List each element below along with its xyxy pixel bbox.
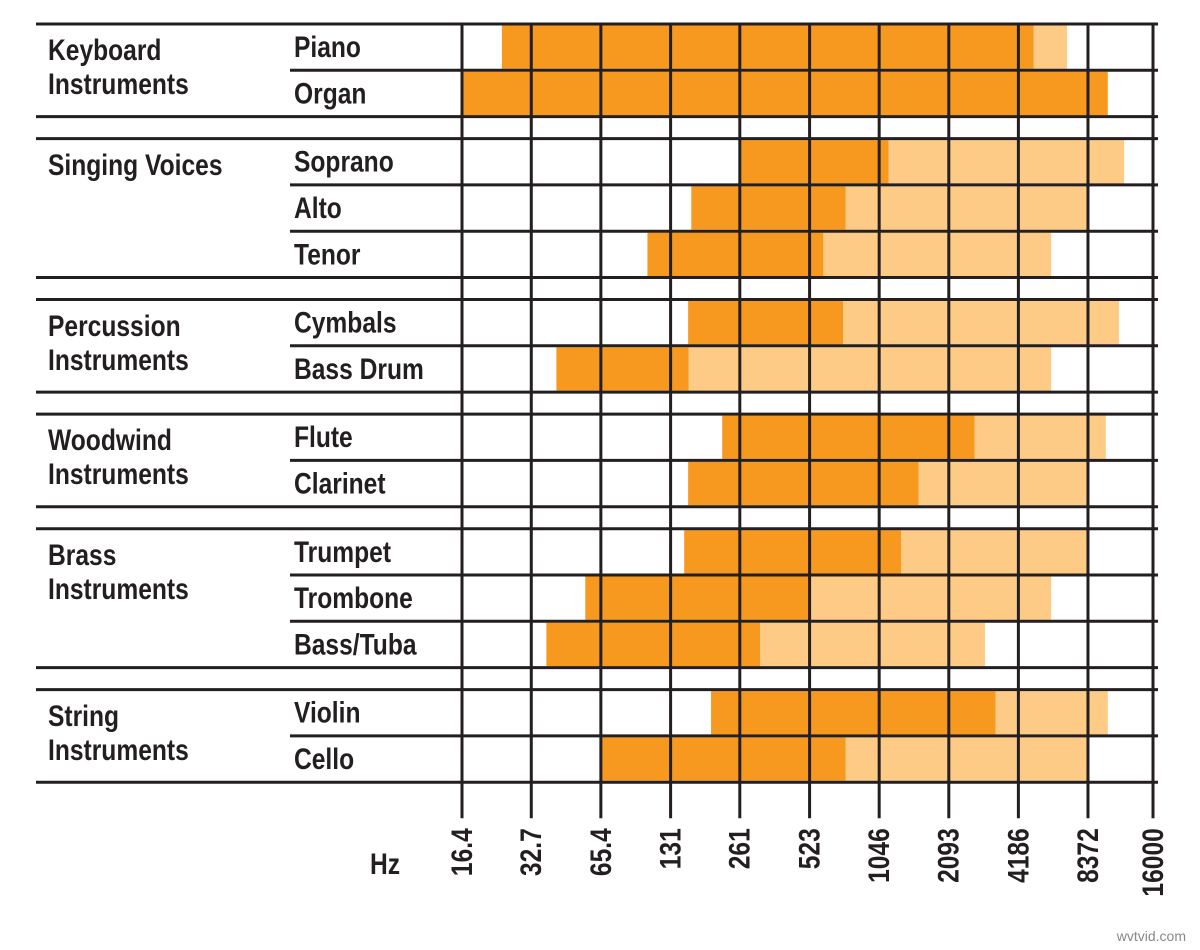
instrument-label: Bass Drum [294, 352, 424, 386]
instrument-label: Trombone [294, 581, 413, 615]
x-tick-label: 65.4 [583, 828, 617, 877]
harmonics-bar [995, 691, 1108, 735]
instrument-label: Trumpet [294, 534, 391, 568]
instrument-label: Violin [294, 695, 360, 729]
fundamental-bar [556, 347, 689, 391]
instrument-label: Alto [294, 191, 342, 225]
instrument-label: Clarinet [294, 466, 386, 500]
fundamental-bar [691, 186, 846, 230]
harmonics-bar [688, 347, 1052, 391]
x-tick-label: 16000 [1136, 828, 1170, 896]
x-tick-label: 131 [653, 828, 687, 869]
x-axis-label: Hz [370, 847, 400, 881]
x-tick-label: 523 [792, 828, 826, 869]
fundamental-bar [462, 71, 1108, 116]
group-label: Woodwind Instruments [48, 424, 189, 492]
fundamental-bar [688, 461, 919, 506]
instrument-label: Soprano [294, 144, 394, 178]
x-tick-label: 261 [722, 828, 756, 869]
group-label: Singing Voices [48, 148, 223, 182]
fundamental-bar [722, 415, 975, 459]
harmonics-bar [974, 415, 1106, 459]
harmonics-bar [843, 301, 1119, 345]
harmonics-bar [888, 140, 1125, 184]
instrument-label: Cymbals [294, 305, 397, 339]
x-tick-label: 4186 [1001, 828, 1035, 883]
x-tick-label: 16.4 [445, 828, 479, 877]
harmonics-bar [1033, 25, 1068, 69]
x-tick-label: 2093 [931, 828, 965, 883]
fundamental-bar [585, 576, 810, 620]
fundamental-bar [684, 530, 901, 574]
harmonics-bar [760, 622, 985, 667]
harmonics-bar [845, 186, 1089, 230]
instrument-label: Piano [294, 30, 361, 64]
fundamental-bar [600, 737, 846, 781]
x-tick-label: 8372 [1071, 828, 1105, 883]
fundamental-bar [739, 140, 889, 184]
group-label: Percussion Instruments [48, 309, 189, 377]
fundamental-bar [546, 622, 761, 667]
watermark: wvtvid.com [1116, 928, 1186, 944]
x-tick-label: 1046 [862, 828, 896, 883]
fundamental-bar [501, 25, 1034, 69]
group-label: Keyboard Instruments [48, 34, 189, 101]
harmonics-bar [823, 232, 1052, 276]
instrument-label: Flute [294, 420, 353, 454]
fundamental-bar [711, 691, 996, 735]
harmonics-bar [918, 461, 1089, 506]
fundamental-bar [647, 232, 824, 276]
harmonics-bar [809, 576, 1052, 620]
group-label: String Instruments [48, 699, 189, 767]
instrument-label: Organ [294, 76, 366, 110]
harmonics-bar [900, 530, 1089, 574]
group-label: Brass Instruments [48, 538, 189, 606]
harmonics-bar [845, 737, 1089, 781]
x-tick-label: 32.7 [514, 828, 548, 876]
instrument-label: Cello [294, 742, 354, 776]
instrument-label: Bass/Tuba [294, 627, 417, 661]
fundamental-bar [688, 301, 844, 345]
instrument-label: Tenor [294, 237, 361, 271]
